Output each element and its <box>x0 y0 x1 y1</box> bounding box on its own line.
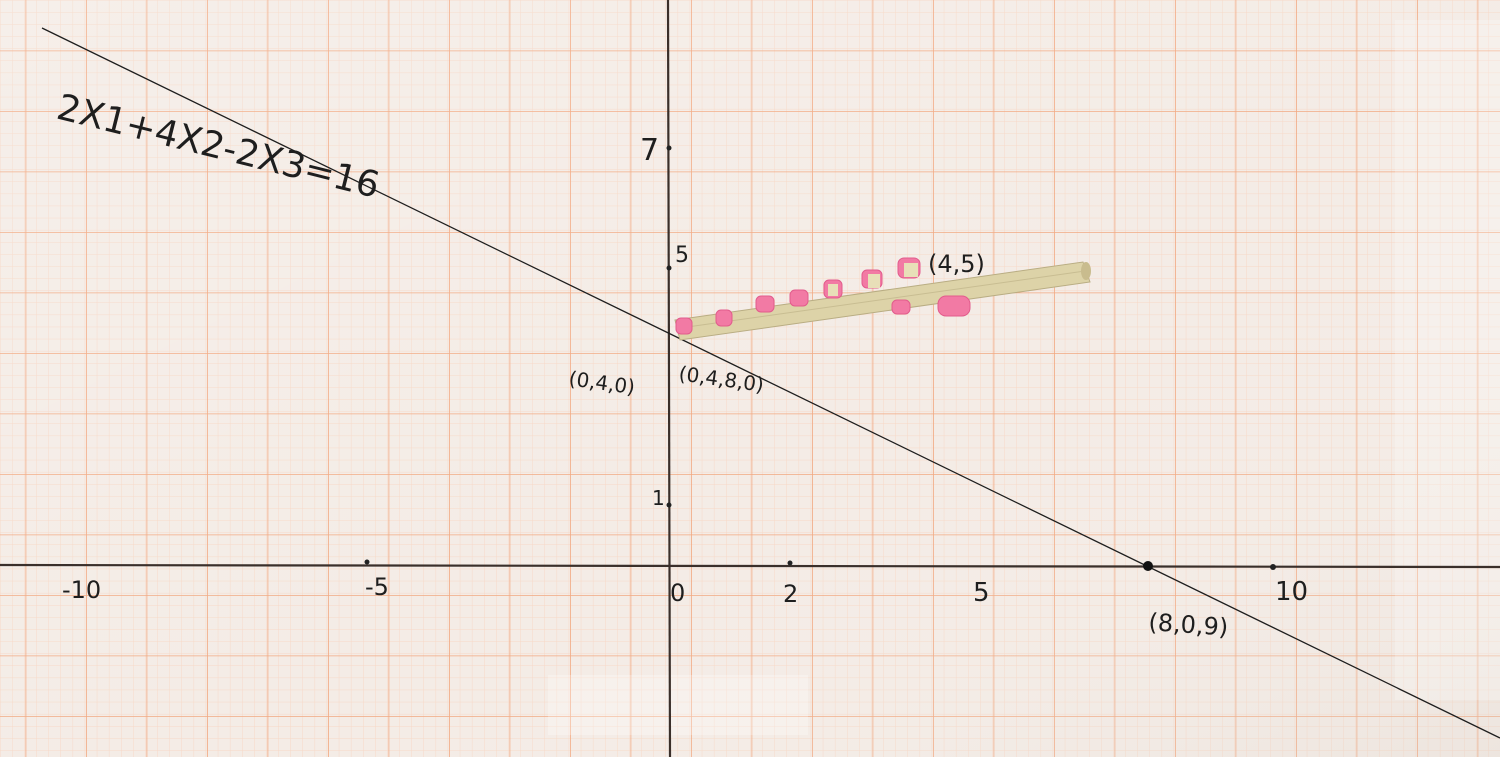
eraser-stub <box>715 309 733 327</box>
stub-cap <box>828 284 838 296</box>
x-tick-minus5: -5 <box>365 573 389 601</box>
y-tick-5: 5 <box>675 243 689 268</box>
stub-cap <box>904 263 918 277</box>
x-tick-5: 5 <box>973 578 990 608</box>
eraser-stub <box>675 317 693 335</box>
x-tick-minus10: -10 <box>62 576 101 604</box>
stick-end <box>1081 262 1091 280</box>
stick-model <box>674 257 1091 341</box>
x-tick-0: 0 <box>670 579 685 607</box>
equation-line <box>41 27 1500 739</box>
stub-cap <box>868 274 880 288</box>
eraser-stub-lower <box>937 295 971 317</box>
point-label-stick-end: (4,5) <box>928 250 985 278</box>
tick-dot-2 <box>787 560 793 566</box>
tick-dot-5 <box>666 265 672 271</box>
eraser-stub <box>789 289 809 307</box>
stick-grain <box>679 270 1086 329</box>
x-tick-2: 2 <box>783 580 798 608</box>
eraser-stub-lower <box>891 299 911 315</box>
x-axis <box>0 563 1500 569</box>
x-tick-10: 10 <box>1275 577 1308 607</box>
tape-strip <box>548 675 808 735</box>
point-label-x-intercept: (8,0,9) <box>1148 608 1230 641</box>
y-tick-1: 1 <box>652 486 665 510</box>
tick-dot-10 <box>1270 564 1276 570</box>
stub-caps <box>828 263 918 296</box>
tick-dot-1 <box>666 502 672 508</box>
tick-dot-7 <box>666 145 672 151</box>
tape-strip-right <box>1395 20 1500 700</box>
tick-dot-minus5 <box>364 559 370 565</box>
x-intercept-dot <box>1143 561 1153 571</box>
y-tick-7: 7 <box>640 133 659 168</box>
eraser-stub <box>755 295 775 313</box>
y-axis <box>666 0 672 757</box>
